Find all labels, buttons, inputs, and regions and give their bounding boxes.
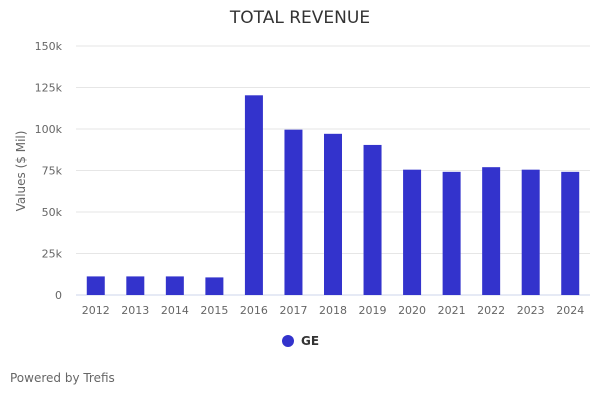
bar-2019 bbox=[363, 144, 382, 295]
chart-title: TOTAL REVENUE bbox=[229, 8, 371, 28]
x-tick-label: 2016 bbox=[240, 304, 268, 317]
x-tick-label: 2022 bbox=[477, 304, 505, 317]
y-tick-label: 150k bbox=[35, 40, 63, 53]
y-axis-label: Values ($ Mil) bbox=[14, 131, 28, 212]
x-tick-label: 2017 bbox=[279, 304, 307, 317]
y-tick-label: 125k bbox=[35, 82, 63, 95]
x-tick-label: 2015 bbox=[200, 304, 228, 317]
bar-2020 bbox=[403, 169, 422, 295]
x-tick-label: 2021 bbox=[438, 304, 466, 317]
bar-2014 bbox=[165, 276, 184, 295]
bar-2012 bbox=[86, 276, 105, 295]
x-tick-label: 2018 bbox=[319, 304, 347, 317]
bar-2022 bbox=[482, 167, 501, 295]
legend-label-ge: GE bbox=[301, 334, 320, 348]
x-tick-label: 2023 bbox=[517, 304, 545, 317]
x-tick-label: 2013 bbox=[121, 304, 149, 317]
x-tick-label: 2024 bbox=[556, 304, 584, 317]
powered-by-footer: Powered by Trefis bbox=[10, 371, 115, 385]
bar-2015 bbox=[205, 277, 224, 295]
y-tick-label: 0 bbox=[55, 289, 62, 302]
x-tick-label: 2019 bbox=[359, 304, 387, 317]
bar-2013 bbox=[126, 276, 145, 295]
y-tick-label: 75k bbox=[42, 165, 63, 178]
y-tick-label: 25k bbox=[42, 248, 63, 261]
bar-2018 bbox=[324, 133, 342, 295]
legend[interactable]: GE bbox=[282, 334, 319, 348]
x-tick-label: 2014 bbox=[161, 304, 189, 317]
y-tick-label: 100k bbox=[35, 123, 63, 136]
y-tick-label: 50k bbox=[42, 206, 63, 219]
legend-marker-ge bbox=[282, 335, 294, 347]
bar-2024 bbox=[561, 171, 580, 295]
bar-2021 bbox=[442, 171, 461, 295]
bar-2023 bbox=[521, 169, 540, 295]
x-tick-label: 2020 bbox=[398, 304, 426, 317]
bar-2017 bbox=[284, 129, 303, 295]
bar-2016 bbox=[244, 95, 263, 295]
x-tick-label: 2012 bbox=[82, 304, 110, 317]
